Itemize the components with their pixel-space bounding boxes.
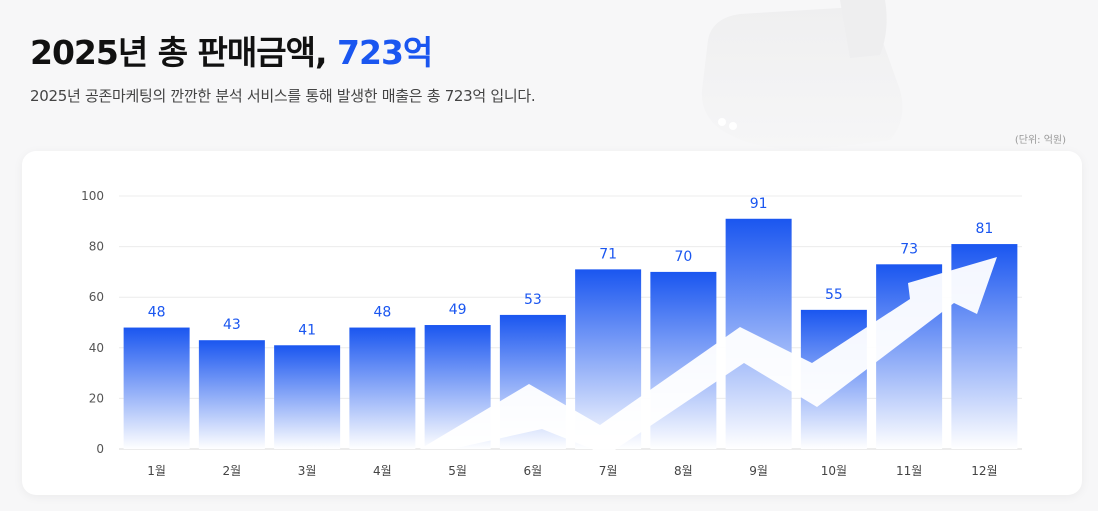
x-tick-label: 11월 <box>896 464 922 478</box>
y-tick-label: 100 <box>81 189 104 203</box>
page-subtitle: 2025년 공존마케팅의 깐깐한 분석 서비스를 통해 발생한 매출은 총 72… <box>30 87 536 105</box>
value-label: 41 <box>298 322 316 338</box>
value-label: 70 <box>674 249 692 265</box>
value-label: 49 <box>449 302 467 318</box>
bar-4 <box>349 327 416 449</box>
value-label: 73 <box>900 241 918 257</box>
value-label: 43 <box>223 317 241 333</box>
y-tick-label: 80 <box>89 240 104 254</box>
y-tick-label: 20 <box>89 391 104 405</box>
x-tick-label: 1월 <box>147 464 166 478</box>
x-tick-label: 7월 <box>599 464 618 478</box>
title-highlight: 723억 <box>337 33 433 72</box>
y-tick-label: 0 <box>96 442 104 456</box>
x-tick-label: 2월 <box>223 464 242 478</box>
value-label: 91 <box>750 196 768 212</box>
value-label: 48 <box>148 305 166 321</box>
x-tick-label: 5월 <box>448 464 467 478</box>
page-title: 2025년 총 판매금액, 723억 <box>30 26 433 74</box>
trend-arrow-up <box>420 257 997 455</box>
bar-1 <box>123 327 190 449</box>
unit-note: (단위: 억원) <box>1014 135 1066 146</box>
x-tick-label: 3월 <box>298 464 317 478</box>
value-label: 71 <box>599 246 617 262</box>
value-label: 48 <box>373 305 391 321</box>
x-tick-label: 8월 <box>674 464 693 478</box>
x-tick-label: 4월 <box>373 464 392 478</box>
y-tick-label: 40 <box>89 341 104 355</box>
x-tick-label: 6월 <box>524 464 543 478</box>
labels: 0 20 40 60 80 100 48 1월 43 2월 41 3월 48 4월 49 5월 53 6월 71 7월… <box>81 189 997 478</box>
x-tick-label: 9월 <box>749 464 768 478</box>
value-label: 53 <box>524 292 542 308</box>
trend-arrow <box>420 257 997 455</box>
x-tick-label: 12월 <box>971 464 997 478</box>
bar-2 <box>198 340 265 449</box>
thumbs-up-icon <box>701 0 903 150</box>
grid-lines <box>119 195 1022 450</box>
title-main: 2025년 총 판매금액, <box>30 33 328 72</box>
value-label: 55 <box>825 287 843 303</box>
chart-card: 0 20 40 60 80 100 48 1월 43 2월 41 3월 48 4월 49 5월 53 6월 71 7월… <box>22 151 1082 495</box>
x-tick-label: 10월 <box>821 464 847 478</box>
value-label: 81 <box>975 221 993 237</box>
bar-3 <box>274 345 341 449</box>
bar-chart: 0 20 40 60 80 100 48 1월 43 2월 41 3월 48 4월 49 5월 53 6월 71 7월… <box>81 189 1022 478</box>
y-tick-label: 60 <box>89 290 104 304</box>
